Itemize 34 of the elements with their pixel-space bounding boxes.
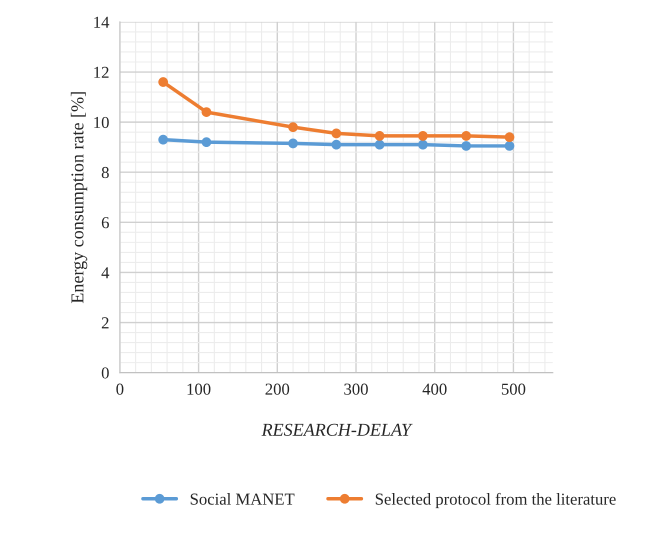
- point: [288, 138, 298, 148]
- point: [374, 131, 384, 141]
- y-tick-label: 10: [94, 116, 109, 128]
- x-tick-label: 0: [116, 384, 124, 395]
- y-tick-label: 12: [94, 66, 109, 78]
- x-axis-title: RESEARCH-DELAY: [262, 424, 413, 436]
- y-tick-label: 14: [94, 16, 110, 28]
- y-tick-label: 2: [102, 317, 109, 328]
- point: [158, 77, 168, 87]
- point: [331, 140, 342, 150]
- y-axis-title: Energy consumption rate [%]: [70, 92, 88, 304]
- point: [461, 141, 472, 151]
- point: [461, 131, 472, 141]
- x-tick-label: 100: [188, 384, 210, 395]
- point: [418, 131, 428, 141]
- x-tick-label: 400: [422, 384, 447, 395]
- x-tick-label: 200: [266, 384, 290, 395]
- point: [202, 137, 212, 148]
- y-tick-label: 8: [102, 166, 109, 178]
- x-tick-label: 300: [344, 384, 368, 395]
- legend-label: Social MANET: [190, 493, 294, 505]
- point: [504, 132, 514, 142]
- y-tick-label: 0: [102, 367, 109, 379]
- point: [374, 140, 384, 150]
- point: [288, 122, 298, 132]
- x-tick-label: 500: [502, 384, 526, 395]
- y-tick-label: 6: [102, 217, 109, 228]
- point: [202, 107, 212, 117]
- y-tick-label: 4: [101, 267, 110, 278]
- point: [504, 141, 514, 151]
- point: [158, 134, 168, 145]
- point: [331, 128, 342, 138]
- legend-label: Selected protocol from the literature: [376, 492, 616, 508]
- point: [418, 140, 428, 150]
